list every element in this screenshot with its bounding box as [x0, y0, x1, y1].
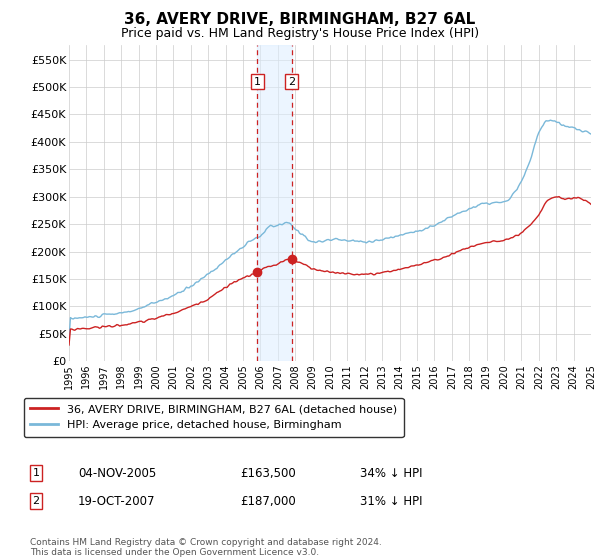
Text: £163,500: £163,500	[240, 466, 296, 480]
Text: 2: 2	[32, 496, 40, 506]
Text: 36, AVERY DRIVE, BIRMINGHAM, B27 6AL: 36, AVERY DRIVE, BIRMINGHAM, B27 6AL	[124, 12, 476, 27]
Text: 1: 1	[32, 468, 40, 478]
Bar	[257, 45, 292, 361]
Legend: 36, AVERY DRIVE, BIRMINGHAM, B27 6AL (detached house), HPI: Average price, detac: 36, AVERY DRIVE, BIRMINGHAM, B27 6AL (de…	[23, 398, 404, 437]
Text: 04-NOV-2005: 04-NOV-2005	[78, 466, 156, 480]
Text: Contains HM Land Registry data © Crown copyright and database right 2024.
This d: Contains HM Land Registry data © Crown c…	[30, 538, 382, 557]
Text: £187,000: £187,000	[240, 494, 296, 508]
Text: 34% ↓ HPI: 34% ↓ HPI	[360, 466, 422, 480]
Text: Price paid vs. HM Land Registry's House Price Index (HPI): Price paid vs. HM Land Registry's House …	[121, 27, 479, 40]
Text: 2: 2	[288, 77, 295, 87]
Text: 1: 1	[254, 77, 261, 87]
Text: 19-OCT-2007: 19-OCT-2007	[78, 494, 155, 508]
Text: 31% ↓ HPI: 31% ↓ HPI	[360, 494, 422, 508]
